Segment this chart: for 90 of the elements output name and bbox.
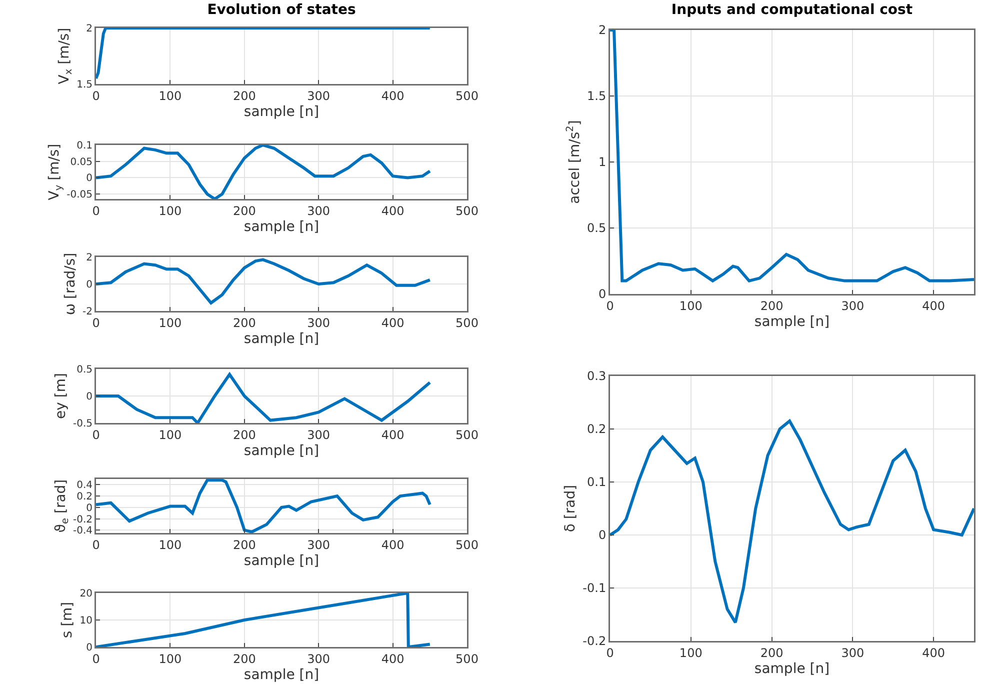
- line-series: [96, 258, 432, 304]
- line-series: [96, 28, 432, 80]
- y-tick-label: 0: [86, 392, 92, 402]
- x-tick-label: 200: [232, 204, 256, 218]
- x-axis-title: sample [n]: [244, 442, 320, 459]
- line-series: [610, 420, 974, 624]
- y-tick-label: -0.05: [66, 190, 92, 201]
- x-tick-label: 400: [381, 204, 404, 218]
- x-tick-label: 100: [158, 316, 182, 330]
- x-tick-label: 500: [456, 204, 478, 218]
- x-tick-label: 200: [232, 652, 256, 666]
- x-tick-label: 300: [307, 428, 330, 442]
- x-tick-label: 200: [760, 298, 784, 313]
- y-tick-label: -2: [82, 306, 92, 318]
- y-tick-label: 2: [598, 23, 606, 38]
- y-tick-label: 0: [86, 280, 92, 290]
- line-series: [96, 479, 432, 533]
- y-tick-label: 1.5: [587, 89, 606, 104]
- y-tick-label: 10: [80, 616, 92, 626]
- x-tick-label: 100: [158, 428, 182, 442]
- y-tick-label: 0.3: [587, 369, 606, 384]
- y-tick-label: -0.5: [72, 418, 92, 430]
- x-tick-label: 400: [381, 652, 404, 666]
- y-axis-title: ω [rad/s]: [62, 252, 78, 316]
- y-tick-label: 0.2: [76, 492, 92, 503]
- x-tick-label: 200: [232, 316, 256, 330]
- x-tick-label: 100: [158, 88, 182, 103]
- x-tick-label: 300: [307, 538, 330, 552]
- x-tick-label: 400: [381, 88, 404, 103]
- y-tick-label: 20: [80, 588, 92, 600]
- line-series: [96, 372, 432, 423]
- y-tick-label: 2: [86, 24, 92, 34]
- x-tick-label: 100: [158, 538, 182, 552]
- x-tick-label: 100: [679, 298, 702, 313]
- x-tick-label: 300: [307, 204, 330, 218]
- chart-title: Inputs and computational cost: [671, 2, 913, 18]
- y-axis-title: s [m]: [60, 602, 76, 638]
- y-tick-label: 1.5: [76, 80, 92, 90]
- y-axis-title: δ [rad]: [562, 484, 579, 532]
- y-tick-label: 0.2: [587, 422, 606, 436]
- x-tick-label: 200: [232, 428, 256, 442]
- y-tick-label: 0: [598, 287, 606, 302]
- x-tick-label: 400: [381, 538, 404, 552]
- y-tick-label: 0: [86, 173, 92, 184]
- x-tick-label: 300: [307, 652, 330, 666]
- y-tick-label: 0: [86, 502, 92, 514]
- x-tick-label: 100: [679, 646, 702, 660]
- line-series: [96, 145, 432, 199]
- y-axis-title: ey [m]: [52, 373, 69, 419]
- y-tick-label: 0.5: [587, 221, 606, 236]
- y-tick-label: 2: [86, 252, 92, 264]
- line-series: [610, 30, 974, 282]
- line-series: [96, 593, 432, 647]
- x-tick-label: 400: [381, 428, 404, 442]
- x-tick-label: 100: [158, 204, 182, 218]
- x-tick-label: 200: [760, 646, 784, 660]
- x-axis-title: sample [n]: [244, 330, 320, 347]
- x-tick-label: 300: [307, 316, 330, 330]
- y-tick-label: 0.5: [76, 364, 92, 376]
- y-tick-label: 0.1: [76, 140, 92, 152]
- x-axis-title: sample [n]: [244, 104, 320, 120]
- x-tick-label: 400: [381, 316, 404, 330]
- y-tick-label: 0.4: [76, 480, 92, 492]
- y-tick-label: 1: [598, 155, 606, 170]
- x-axis-title: sample [n]: [754, 660, 830, 677]
- y-tick-label: -0.2: [582, 634, 606, 648]
- x-tick-label: 500: [456, 428, 478, 442]
- x-tick-label: 200: [232, 538, 256, 552]
- y-tick-label: -0.1: [582, 581, 606, 596]
- x-tick-label: 100: [158, 652, 182, 666]
- x-axis-title: sample [n]: [244, 552, 320, 569]
- x-tick-label: 400: [922, 298, 946, 313]
- x-tick-label: 300: [841, 646, 864, 660]
- y-tick-label: 0.05: [70, 156, 92, 168]
- x-tick-label: 500: [456, 652, 478, 666]
- y-tick-label: -0.2: [72, 514, 92, 526]
- x-tick-label: 300: [307, 88, 330, 103]
- x-axis-title: sample [n]: [754, 314, 830, 330]
- y-tick-label: 0.1: [587, 475, 606, 490]
- y-tick-label: -0.4: [72, 526, 92, 537]
- x-tick-label: 500: [456, 538, 478, 552]
- x-axis-title: sample [n]: [244, 218, 320, 235]
- y-tick-label: 0: [598, 528, 606, 542]
- chart-title: Evolution of states: [207, 2, 356, 18]
- x-tick-label: 300: [841, 298, 864, 313]
- x-axis-title: sample [n]: [244, 666, 320, 683]
- x-tick-label: 400: [922, 646, 946, 660]
- x-tick-label: 500: [456, 316, 478, 330]
- x-tick-label: 200: [232, 88, 256, 103]
- x-tick-label: 500: [456, 88, 478, 103]
